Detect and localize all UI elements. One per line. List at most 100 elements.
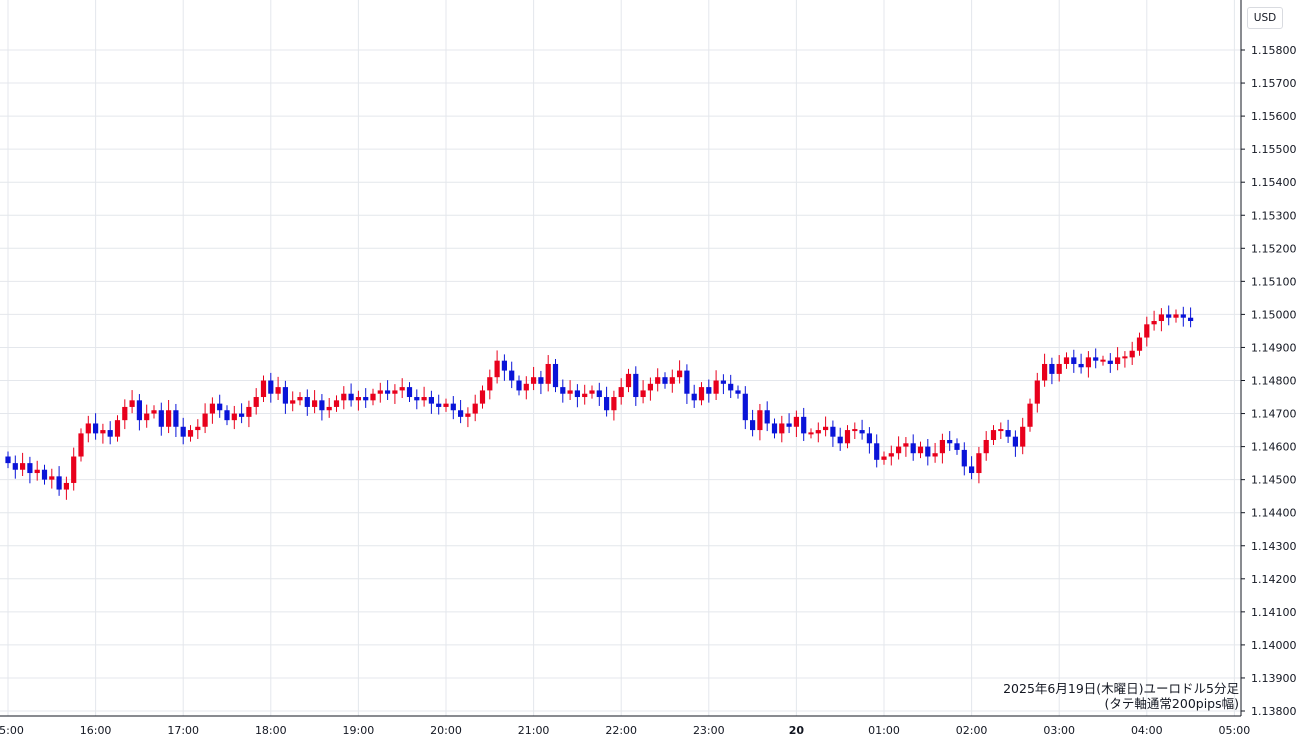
candle-body	[1034, 380, 1040, 404]
candle	[49, 468, 55, 489]
candle-body	[1020, 426, 1026, 447]
candle-body	[20, 463, 26, 470]
candle-body	[1144, 324, 1150, 338]
candle	[1042, 353, 1048, 387]
candle-body	[1042, 363, 1048, 381]
candle	[1158, 308, 1164, 332]
candle-body	[246, 406, 252, 417]
candle-body	[56, 476, 62, 490]
candle	[917, 441, 924, 459]
candle-body	[333, 400, 340, 407]
candle	[764, 401, 770, 432]
candle	[27, 456, 33, 484]
candle-body	[903, 443, 909, 447]
time-tick-label: 19:00	[343, 724, 375, 737]
candle-body	[691, 393, 697, 401]
candle-body	[801, 416, 807, 434]
candle-body	[290, 400, 296, 404]
candle	[63, 476, 69, 500]
candle	[1093, 348, 1099, 369]
time-tick-label: 18:00	[255, 724, 287, 737]
candle	[684, 364, 690, 404]
candle-body	[151, 410, 157, 414]
candle	[1020, 417, 1026, 455]
candle-body	[348, 393, 354, 401]
candle	[1005, 419, 1011, 443]
candle	[253, 388, 259, 415]
candle	[874, 434, 880, 468]
candle-body	[604, 397, 610, 411]
candle-body	[1129, 350, 1135, 358]
price-tick-label: 1.14700	[1251, 408, 1297, 421]
candle	[1049, 357, 1055, 385]
candle	[166, 399, 172, 434]
candle-body	[939, 439, 945, 454]
candle-body	[523, 383, 529, 391]
candle	[888, 445, 894, 466]
candle-body	[1005, 430, 1011, 437]
candle	[20, 452, 26, 477]
candle-body	[808, 432, 814, 435]
candle	[925, 438, 931, 466]
candle	[231, 405, 237, 430]
candle	[399, 378, 405, 399]
candle-body	[363, 397, 369, 401]
price-axis: 1.13800 1.13900 1.14000 1.14100 1.14200 1.143…	[1241, 44, 1297, 718]
candle-body	[990, 430, 997, 440]
candle	[1166, 305, 1172, 326]
candle	[71, 447, 77, 491]
candle-body	[304, 397, 310, 407]
candle-body	[27, 463, 33, 474]
price-tick-label: 1.15100	[1251, 275, 1297, 288]
time-tick-label: 20:00	[430, 724, 462, 737]
candle	[421, 386, 427, 407]
candle-body	[253, 397, 259, 407]
candle	[516, 375, 522, 396]
candle-body	[735, 390, 741, 394]
candle	[1144, 316, 1150, 347]
candle	[85, 415, 91, 443]
candle-body	[888, 453, 894, 457]
candle	[939, 433, 945, 464]
price-tick-label: 1.15700	[1251, 77, 1297, 90]
candle-body	[180, 426, 186, 437]
candle	[830, 420, 836, 447]
candle-body	[136, 400, 142, 421]
candle	[720, 374, 726, 395]
candle-body	[764, 410, 770, 424]
price-tick-label: 1.13900	[1251, 672, 1297, 685]
candle-body	[1115, 357, 1121, 364]
candle-body	[1100, 359, 1106, 362]
candle	[195, 419, 201, 439]
caption-line-2: (タテ軸通常200pips幅)	[1105, 696, 1239, 711]
candle	[479, 385, 486, 409]
candle	[436, 394, 442, 415]
candle	[122, 399, 128, 430]
candle-body	[458, 410, 464, 417]
candle-body	[961, 449, 967, 467]
candle	[1027, 398, 1033, 432]
candle	[896, 436, 902, 460]
candle	[100, 423, 106, 444]
candle	[655, 368, 661, 392]
candle-body	[443, 403, 449, 407]
candle-body	[399, 387, 405, 391]
candle	[428, 390, 434, 414]
candle-body	[224, 410, 230, 421]
candle-body	[1158, 314, 1164, 322]
candle-body	[713, 380, 719, 394]
candle-body	[516, 380, 522, 391]
candle	[538, 370, 544, 395]
candle	[202, 403, 208, 434]
candle-body	[392, 390, 398, 394]
candle-body	[815, 430, 821, 434]
candle	[611, 390, 617, 421]
candle-body	[684, 370, 690, 394]
price-tick-label: 1.14600	[1251, 441, 1297, 454]
candle	[706, 379, 712, 403]
candle-body	[1012, 436, 1018, 447]
candle	[596, 382, 602, 406]
candle-body	[414, 397, 420, 401]
candle	[881, 451, 887, 465]
